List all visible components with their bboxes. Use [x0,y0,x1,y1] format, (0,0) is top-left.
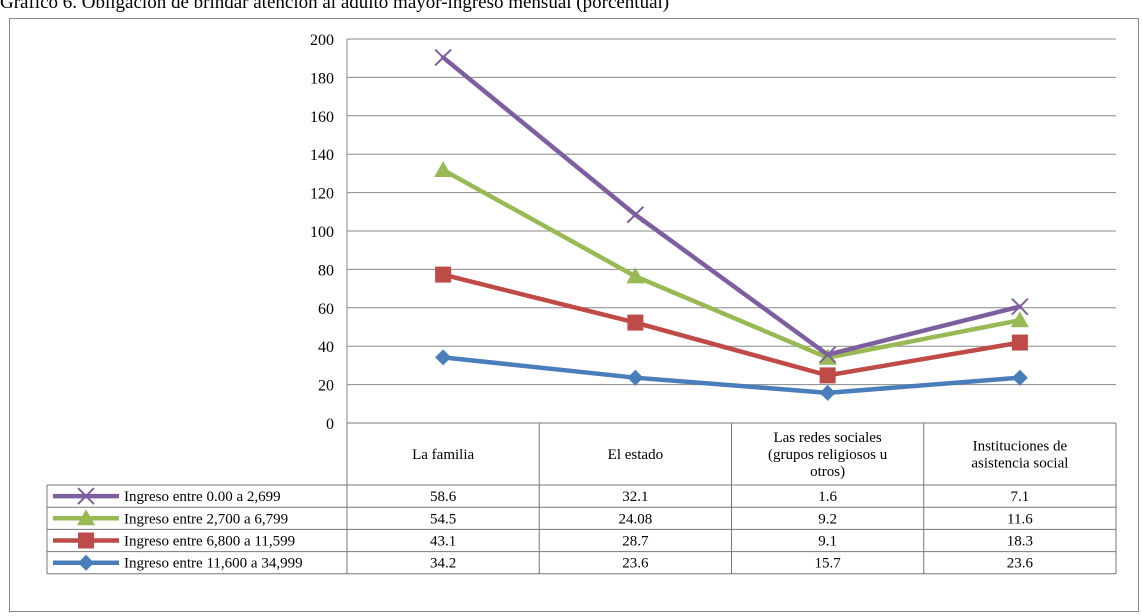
data-value-label: 15.7 [815,556,842,572]
y-tick-label: 200 [310,32,334,49]
marker-triangle [626,267,645,284]
data-value-label: 7.1 [1011,489,1030,505]
y-tick-label: 140 [310,147,334,164]
data-value-label: 34.2 [430,556,456,572]
marker-square [627,314,644,331]
y-tick-label: 80 [318,262,334,279]
data-value-label: 1.6 [818,489,837,505]
marker-diamond [627,369,644,386]
marker-triangle [434,160,453,177]
marker-triangle [77,509,95,526]
data-value-label: 18.3 [1007,534,1033,550]
y-tick-label: 0 [326,416,334,433]
marker-x [626,206,645,224]
marker-x [1011,297,1029,316]
series-2 [434,160,1029,365]
data-value-label: 23.6 [622,556,649,572]
data-value-label: 9.2 [818,511,837,527]
series-line [440,167,1023,360]
y-tick-label: 40 [318,339,334,356]
data-value-label: 58.6 [430,489,457,505]
category-label: Las redes sociales (grupos religiosos u ot… [768,430,888,480]
data-table: La familia El estado Las redes sociales (gr… [46,422,1117,575]
y-tick-label: 180 [310,70,334,87]
series-1 [435,266,1028,384]
y-tick-label: 100 [310,224,334,241]
series-line [440,355,1023,396]
marker-square [819,367,836,384]
marker-x [434,48,452,67]
marker-square [78,532,94,549]
y-tick-label: 160 [310,109,334,126]
page-title: Gráfico 6. Obligación de brindar atenció… [0,0,670,13]
legend-series-name: Ingreso entre 2,700 a 6,799 [124,511,288,527]
data-value-label: 9.1 [818,534,837,550]
legend-series-name: Ingreso entre 6,800 a 11,599 [124,534,295,550]
data-value-label: 28.7 [622,534,649,550]
category-label: El estado [608,447,663,463]
marker-x [818,345,837,364]
y-tick-label: 20 [318,378,334,395]
series-line [440,55,1023,357]
y-axis: 0 20 40 60 80 100 120 140 160 180 200 [310,32,348,433]
y-tick-label: 120 [310,186,334,203]
marker-triangle [1010,311,1029,328]
category-label: La familia [412,447,474,463]
marker-diamond [1011,369,1028,386]
data-value-label: 32.1 [622,489,648,505]
data-value-label: 11.6 [1007,511,1033,527]
data-value-label: 23.6 [1007,556,1034,572]
marker-square [1011,334,1028,351]
legend-series-name: Ingreso entre 0.00 a 2,699 [124,489,281,505]
series-0 [435,349,1028,401]
data-value-label: 54.5 [430,511,456,527]
marker-diamond [435,349,452,366]
y-tick-label: 60 [318,301,334,318]
series-lines [434,48,1029,401]
series-3 [434,48,1029,364]
line-chart: 0 20 40 60 80 100 120 140 160 180 200 La familia El… [46,32,1117,575]
marker-diamond [819,384,836,401]
legend-series-name: Ingreso entre 11,600 a 34,999 [124,556,303,572]
data-value-label: 24.08 [619,511,653,527]
data-value-label: 43.1 [430,534,456,550]
chart-area: 0 20 40 60 80 100 120 140 160 180 200 La familia El… [9,18,1139,612]
gridlines [347,38,1116,424]
series-line [440,272,1023,378]
marker-diamond [78,554,94,571]
category-label: Instituciones de asistencia social [971,439,1068,472]
marker-x [77,487,95,505]
marker-square [435,266,452,283]
